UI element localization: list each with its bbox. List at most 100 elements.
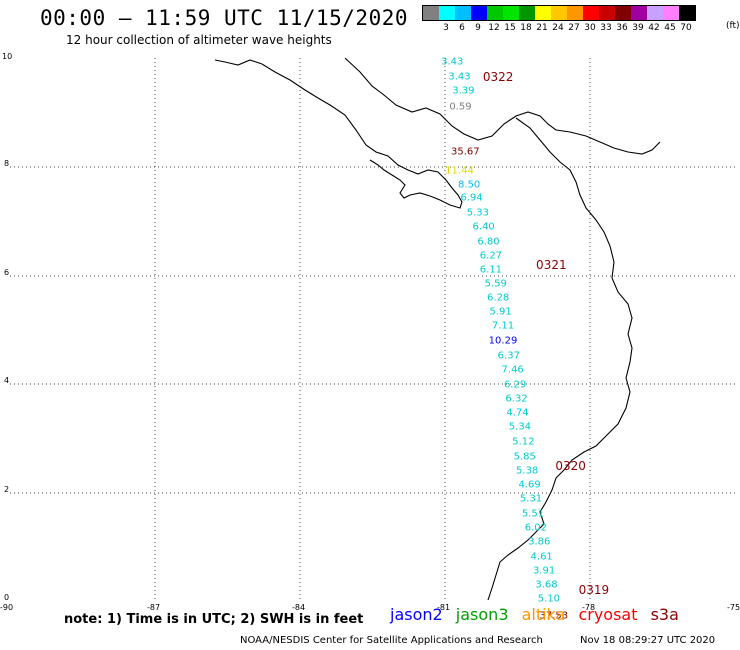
pass-label: 0319 xyxy=(578,583,610,598)
pass-label: 0322 xyxy=(482,70,514,84)
legend-label: 30 xyxy=(584,23,596,33)
lon-label: -84 xyxy=(292,603,306,612)
wave-height-label: 10.29 xyxy=(488,335,518,347)
wave-height-label: 3.86 xyxy=(528,536,551,548)
legend-label: 18 xyxy=(520,23,532,33)
wave-height-label: 6.29 xyxy=(503,379,527,391)
wave-height-label: 37.53 xyxy=(539,610,569,622)
legend-swatch xyxy=(535,6,551,20)
wave-height-label: 5.85 xyxy=(513,451,536,463)
legend-label: 24 xyxy=(552,23,564,33)
legend-swatches xyxy=(422,5,696,21)
satellite-jason2: jason2 xyxy=(390,605,443,624)
lat-label: 2 xyxy=(4,485,10,494)
wave-height-label: 5.10 xyxy=(537,593,561,605)
wave-height-label: 5.33 xyxy=(466,207,489,219)
wave-height-label: 3.39 xyxy=(452,85,475,97)
legend-label: 15 xyxy=(504,23,516,33)
wave-height-label: 6.94 xyxy=(460,192,483,204)
credit-line: NOAA/NESDIS Center for Satellite Applica… xyxy=(240,635,543,646)
lon-label: -78 xyxy=(582,603,596,612)
wave-height-label: 11.44 xyxy=(445,165,474,177)
wave-height-label: 5.12 xyxy=(512,436,535,448)
lon-label: -81 xyxy=(437,603,451,612)
wave-height-label: 4.69 xyxy=(518,479,541,491)
lon-label: -75 xyxy=(727,603,740,612)
legend-swatch xyxy=(599,6,615,20)
legend-label: 39 xyxy=(632,23,644,33)
legend-swatch xyxy=(423,6,439,20)
wave-height-label: 8.50 xyxy=(458,179,481,191)
wave-height-label: 3.43 xyxy=(448,71,471,83)
legend-swatch xyxy=(663,6,679,20)
map-subtitle: 12 hour collection of altimeter wave hei… xyxy=(66,33,332,47)
wave-height-label: 3.91 xyxy=(532,565,556,577)
legend-label: 42 xyxy=(648,23,660,33)
wave-height-label: 5.34 xyxy=(508,421,532,433)
wave-height-label: 6.37 xyxy=(497,350,520,362)
wave-height-label: 6.02 xyxy=(524,522,547,534)
legend-swatch xyxy=(471,6,487,20)
wave-height-label: 0.59 xyxy=(449,101,472,113)
satellite-altika: altika xyxy=(521,605,566,624)
wave-height-label: 6.32 xyxy=(505,393,528,405)
legend-swatch xyxy=(519,6,535,20)
legend-swatch xyxy=(503,6,519,20)
wave-height-label: 5.59 xyxy=(484,278,507,290)
wave-height-label: 6.80 xyxy=(477,236,500,248)
map-title: 00:00 – 11:59 UTC 11/15/2020 xyxy=(40,6,409,30)
pass-label: 0320 xyxy=(555,459,586,474)
wave-height-label: 5.91 xyxy=(489,306,512,318)
satellite-jason3: jason3 xyxy=(455,605,509,624)
wave-height-label: 6.11 xyxy=(479,264,503,276)
lat-label: 8 xyxy=(4,159,10,168)
legend-label: 36 xyxy=(616,23,628,33)
lon-label: -87 xyxy=(147,603,161,612)
wave-height-label: 6.28 xyxy=(487,292,510,304)
legend-labels: 3 6 9 12 15 18 21 24 27 30 33 36 39 42 45 70 xyxy=(422,23,696,33)
wave-height-label: 6.27 xyxy=(479,250,503,262)
satellite-legend: jason2 jason3 altika cryosat s3a xyxy=(390,605,687,624)
legend-label xyxy=(422,23,438,33)
legend-label: 6 xyxy=(459,23,465,33)
wave-height-label: 35.67 xyxy=(450,146,480,158)
footnote: note: 1) Time is in UTC; 2) SWH is in fe… xyxy=(64,612,364,627)
grid xyxy=(10,58,735,600)
legend-swatch xyxy=(551,6,567,20)
generated-timestamp: Nov 18 08:29:27 UTC 2020 xyxy=(580,635,716,646)
legend-swatch xyxy=(455,6,471,20)
wave-height-label: 5.38 xyxy=(516,465,539,477)
coastline-caribbean-panama xyxy=(344,57,661,155)
legend-swatch xyxy=(631,6,647,20)
wave-height-label: 7.11 xyxy=(491,320,515,332)
lat-label: 0 xyxy=(4,593,10,602)
pass-label: 0321 xyxy=(536,258,567,273)
legend-swatch xyxy=(567,6,583,20)
lon-label: -90 xyxy=(0,603,14,612)
wave-height-label: 4.61 xyxy=(530,551,553,563)
coastline-south-america xyxy=(487,117,633,601)
legend-label: 45 xyxy=(664,23,676,33)
wave-height-label: 7.46 xyxy=(501,364,524,376)
legend-label: 70 xyxy=(680,23,692,33)
wave-height-label: 5.31 xyxy=(519,493,543,505)
legend-swatch xyxy=(615,6,631,20)
legend-unit: (ft) xyxy=(726,21,740,31)
legend-label: 9 xyxy=(475,23,481,33)
legend-swatch xyxy=(679,6,695,20)
wave-height-label: 3.43 xyxy=(441,56,464,68)
legend-label: 21 xyxy=(536,23,548,33)
legend-swatch xyxy=(487,6,503,20)
satellite-s3a: s3a xyxy=(650,605,679,624)
wave-height-label: 5.51 xyxy=(521,508,545,520)
satellite-cryosat: cryosat xyxy=(578,605,638,624)
wave-height-label: 6.40 xyxy=(472,221,495,233)
wave-height-label: 4.74 xyxy=(506,407,529,419)
legend-label: 12 xyxy=(488,23,500,33)
legend-swatch xyxy=(439,6,455,20)
wave-height-label: 3.68 xyxy=(535,579,558,591)
lat-label: 4 xyxy=(4,376,10,385)
legend-label: 27 xyxy=(568,23,580,33)
coastline-central-america xyxy=(214,59,463,209)
legend-label: 33 xyxy=(600,23,612,33)
